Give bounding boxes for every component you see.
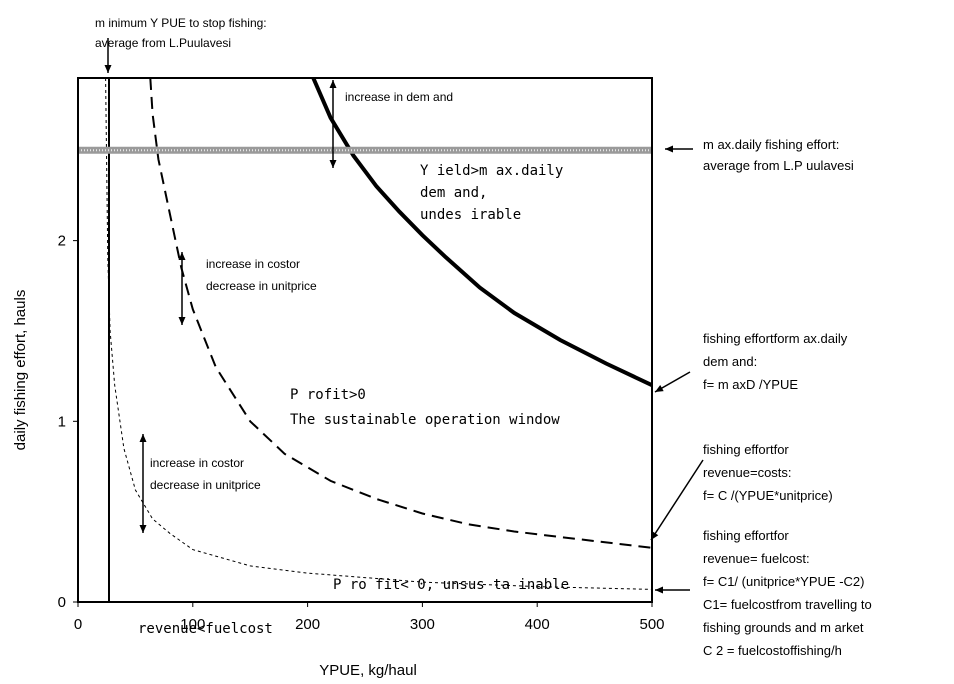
demand-increase-arrow-head-up [329,80,337,88]
demand-increase-arrow-head-down [329,160,337,168]
callout-costs-curve: fishing effortfor revenue=costs: f= C /(YP… [703,442,833,503]
label-profit-positive: P rofit>0 [290,387,366,403]
callout-demand-curve: fishing effortform ax.daily dem and: f= m … [703,331,848,392]
arrows-layer [104,38,704,594]
x-tick-label: 400 [525,616,550,633]
plot-frame [77,77,653,603]
cost-increase-arrow-upper-head-up [178,252,186,260]
y-axis-label: daily fishing effort, hauls [12,290,29,451]
max-effort-callout-arrow-head [665,145,673,153]
cost-increase-arrow-upper-head-down [178,317,186,325]
x-tick-label: 0 [74,616,82,633]
fuelcost-curve [105,77,653,590]
y-tick-label: 1 [58,413,66,430]
label-revenue-fuelcost: revenue<fuelcost [138,621,273,637]
callout-max-effort: m ax.daily fishing effort: average from L… [703,137,854,173]
fuel-callout-arrow-head [655,586,663,594]
axis-ticks: 0 100 200 300 400 500 0 1 2 [58,233,665,633]
cost-increase-arrow-lower-head-down [139,525,147,533]
costs-callout-arrow-head [651,531,659,540]
label-cost-increase-upper: increase in costor decrease in unitprice [206,257,317,293]
label-demand-increase: increase in dem and [345,90,453,104]
label-cost-increase-lower: increase in costor decrease in unitprice [150,456,261,492]
cost-increase-arrow-lower-head-up [139,434,147,442]
x-tick-label: 100 [180,616,205,633]
reference-lines [78,78,652,602]
demand-callout-arrow-head [655,384,664,392]
series-layer [105,77,653,590]
demand-curve [311,77,653,388]
x-tick-label: 200 [295,616,320,633]
min-ypue-callout-arrow-head [104,65,112,73]
label-profit-negative: P ro fit< 0, unsus ta inable [333,577,569,593]
y-tick-label: 0 [58,594,66,611]
y-tick-label: 2 [58,233,66,250]
label-yield: Y ield>m ax.daily dem and, undes irable [420,163,563,223]
x-tick-label: 500 [639,616,664,633]
callout-fuel-curve: fishing effortfor revenue= fuelcost: f= C1… [703,528,872,658]
label-operation-window: The sustainable operation window [290,412,560,428]
costs-callout-arrow [650,459,704,541]
callout-min-ypue: m inimum Y PUE to stop fishing: average f… [95,16,267,50]
x-tick-label: 300 [410,616,435,633]
x-axis-label: YPUE, kg/haul [319,662,417,679]
costs-curve [149,77,653,549]
